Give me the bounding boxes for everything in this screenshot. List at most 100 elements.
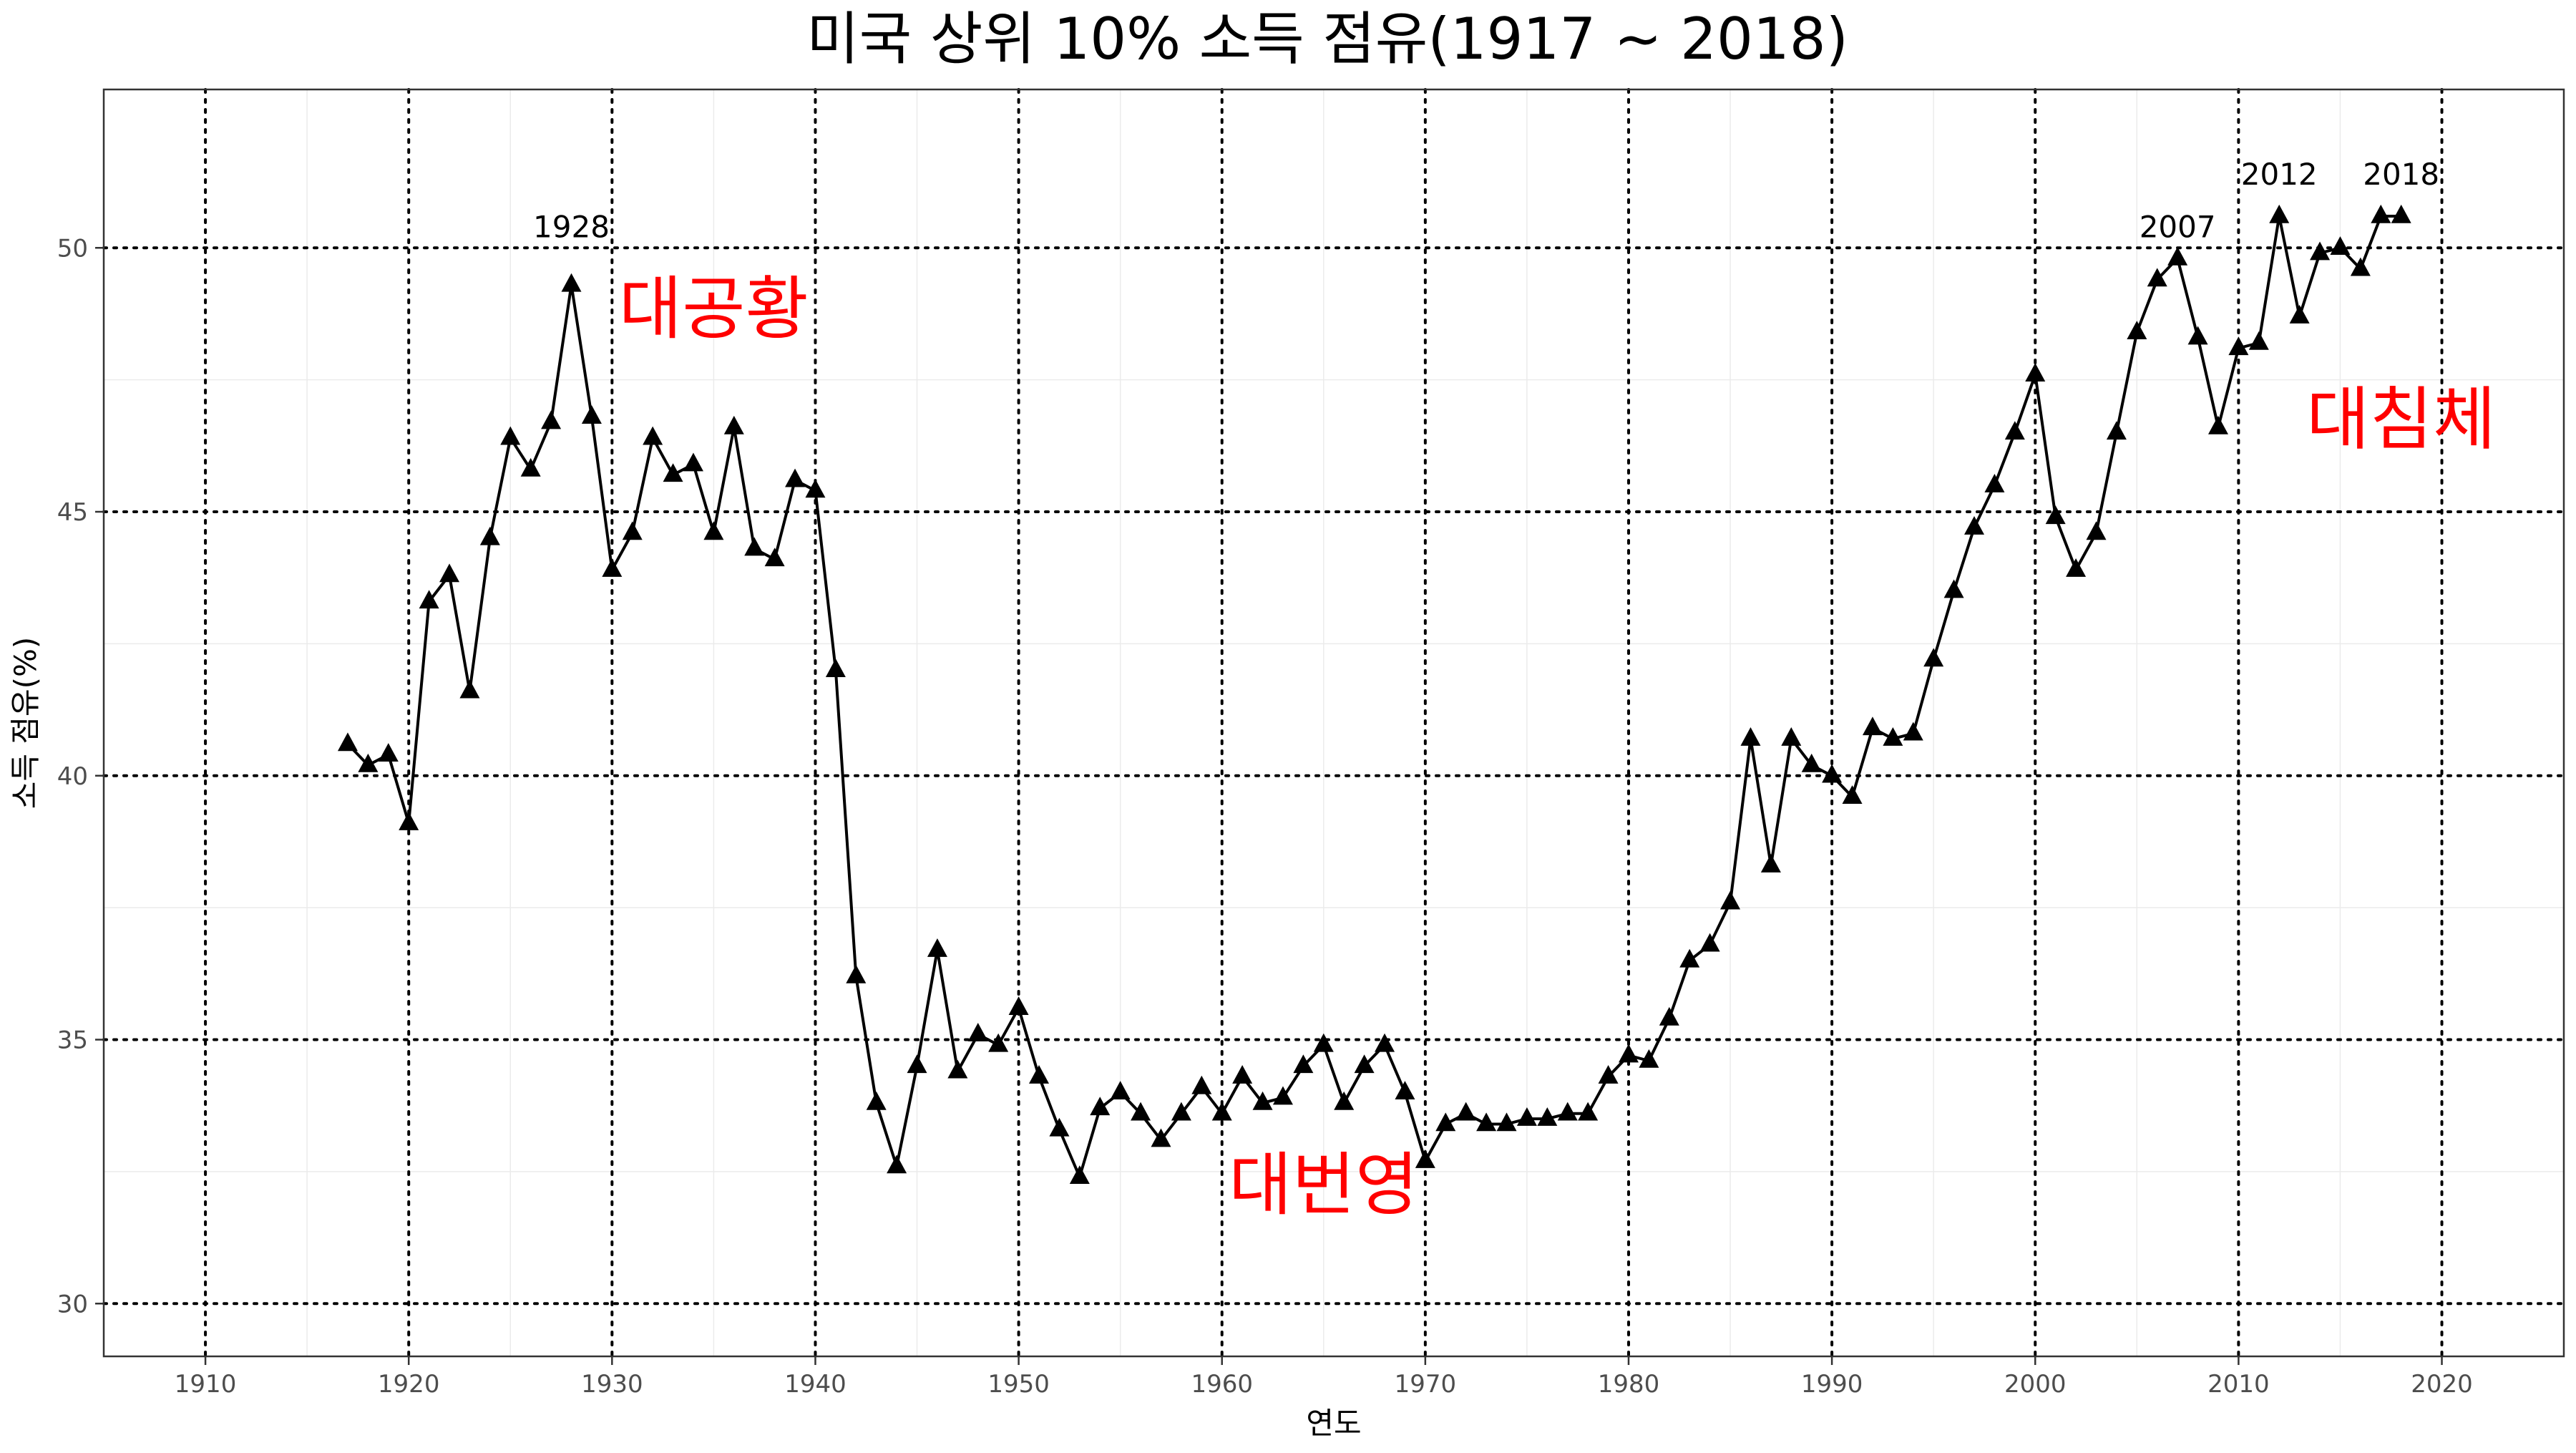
- plot-panel: [104, 89, 2564, 1356]
- data-point-1960: [1211, 1102, 1232, 1121]
- data-point-1968: [1375, 1033, 1395, 1052]
- data-point-1953: [1069, 1165, 1090, 1185]
- data-point-1959: [1191, 1075, 1212, 1094]
- data-point-2002: [2066, 558, 2087, 577]
- y-tick-label: 30: [57, 1290, 88, 1318]
- series-layer: [337, 204, 2411, 1185]
- data-point-1986: [1740, 727, 1761, 746]
- x-tick-label: 1930: [581, 1370, 643, 1399]
- data-point-1932: [643, 426, 663, 445]
- data-point-1928: [561, 273, 582, 292]
- x-tick-label: 1960: [1191, 1370, 1253, 1399]
- data-point-1922: [439, 563, 460, 583]
- data-point-1983: [1679, 948, 1700, 968]
- data-point-2007: [2167, 246, 2188, 266]
- data-point-2012: [2269, 204, 2290, 223]
- data-point-2005: [2127, 321, 2147, 340]
- data-point-1938: [764, 548, 785, 567]
- chart-title: 미국 상위 10% 소득 점유(1917 ~ 2018): [806, 6, 1848, 72]
- data-point-1977: [1557, 1102, 1578, 1121]
- data-point-1961: [1232, 1065, 1253, 1084]
- data-point-1919: [378, 743, 399, 762]
- data-point-1990: [1822, 764, 1843, 783]
- data-point-2006: [2147, 268, 2167, 287]
- major-gridlines: [102, 88, 2565, 1358]
- data-point-1992: [1862, 716, 1883, 736]
- data-point-1971: [1435, 1112, 1456, 1132]
- data-point-2017: [2371, 204, 2391, 223]
- y-axis-title: 소득 점유(%): [8, 637, 43, 810]
- data-point-1921: [419, 590, 439, 609]
- data-point-1924: [479, 526, 500, 545]
- data-point-1999: [2004, 421, 2025, 440]
- data-point-1976: [1537, 1107, 1558, 1126]
- data-point-2014: [2310, 241, 2331, 261]
- data-point-2016: [2350, 257, 2371, 276]
- data-point-2015: [2330, 236, 2351, 256]
- data-point-1948: [967, 1023, 988, 1041]
- data-point-1997: [1964, 516, 1985, 535]
- data-point-1991: [1842, 785, 1863, 805]
- data-point-1931: [622, 521, 643, 540]
- data-point-1949: [988, 1033, 1009, 1052]
- data-point-2001: [2045, 505, 2066, 525]
- annotation-event-label: 대번영: [1229, 1145, 1418, 1225]
- data-point-1970: [1415, 1150, 1435, 1168]
- data-point-1925: [500, 426, 521, 445]
- data-point-1955: [1110, 1081, 1131, 1100]
- y-tick-label: 50: [57, 234, 88, 263]
- x-tick-label: 1980: [1598, 1370, 1660, 1399]
- x-axis-title: 연도: [1306, 1406, 1361, 1441]
- annotation-year-2007: 2007: [2140, 210, 2216, 245]
- data-point-1980: [1618, 1044, 1639, 1063]
- data-point-1998: [1984, 474, 2005, 492]
- data-point-1929: [581, 405, 602, 424]
- x-tick-label: 2020: [2411, 1370, 2473, 1399]
- data-point-1978: [1578, 1102, 1599, 1121]
- data-point-1996: [1943, 579, 1964, 598]
- x-tick-label: 1990: [1801, 1370, 1863, 1399]
- x-tick-label: 1970: [1395, 1370, 1457, 1399]
- data-point-1937: [744, 537, 765, 556]
- data-point-1995: [1923, 648, 1944, 667]
- y-tick-label: 45: [57, 498, 88, 527]
- x-tick-label: 2000: [2004, 1370, 2067, 1399]
- data-point-1952: [1049, 1117, 1070, 1137]
- x-tick-label: 1940: [784, 1370, 847, 1399]
- data-point-1947: [947, 1059, 968, 1079]
- data-point-2003: [2086, 521, 2107, 540]
- data-point-1933: [663, 463, 683, 482]
- data-point-1945: [907, 1054, 927, 1074]
- data-point-2000: [2025, 363, 2046, 382]
- data-point-1981: [1639, 1049, 1659, 1068]
- data-point-1956: [1131, 1102, 1151, 1121]
- data-point-1994: [1903, 721, 1923, 741]
- data-point-2009: [2207, 415, 2228, 434]
- data-point-1969: [1395, 1081, 1415, 1100]
- data-point-1967: [1354, 1054, 1375, 1074]
- data-point-1985: [1720, 890, 1741, 910]
- data-point-1989: [1801, 753, 1822, 772]
- data-point-1942: [846, 964, 867, 983]
- data-point-1972: [1455, 1102, 1476, 1121]
- data-point-1941: [825, 659, 846, 678]
- data-point-1920: [399, 812, 419, 830]
- data-point-1984: [1699, 933, 1720, 952]
- annotation-event-label: 대공황: [619, 268, 809, 349]
- annotation-year-1928: 1928: [533, 210, 610, 245]
- data-point-1982: [1659, 1006, 1679, 1026]
- y-axis: 30 35 40 45 50: [57, 234, 104, 1318]
- plot-panel-border: [102, 88, 2565, 1358]
- data-point-1940: [805, 479, 826, 498]
- data-point-1923: [459, 679, 480, 699]
- x-tick-label: 1950: [987, 1370, 1050, 1399]
- data-point-1963: [1272, 1086, 1293, 1105]
- data-point-1979: [1598, 1065, 1619, 1084]
- data-point-2011: [2248, 331, 2269, 350]
- y-tick-label: 40: [57, 762, 88, 791]
- data-point-1958: [1171, 1102, 1191, 1121]
- data-point-1944: [887, 1155, 907, 1174]
- y-tick-label: 35: [57, 1026, 88, 1055]
- data-point-1918: [358, 753, 379, 772]
- annotation-event-label: 대침체: [2306, 379, 2496, 460]
